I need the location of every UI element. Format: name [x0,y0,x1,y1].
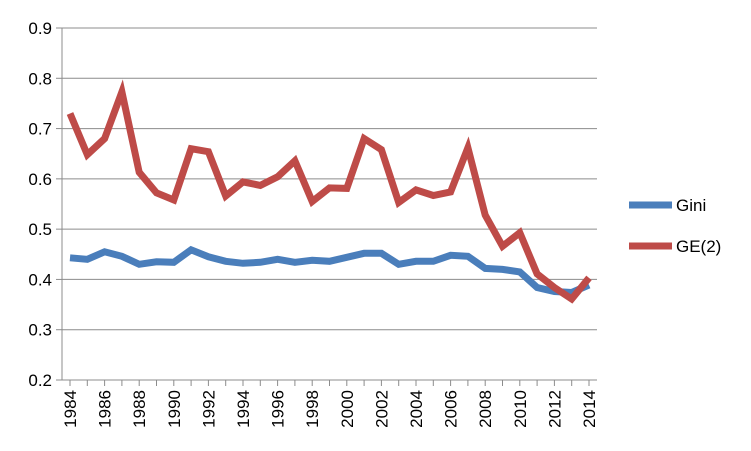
x-tick-label: 2000 [338,390,357,428]
x-tick-label: 1994 [234,390,253,428]
x-tick-label: 2008 [476,390,495,428]
y-tick-label: 0.3 [28,321,52,340]
axes [56,27,597,386]
x-tick-label: 2006 [442,390,461,428]
x-tick-label: 1998 [303,390,322,428]
series-lines [66,79,592,304]
x-tick-label: 2002 [372,390,391,428]
y-tick-label: 0.9 [28,19,52,38]
legend-label-ge-2: GE(2) [676,237,721,256]
x-tick-label: 1990 [165,390,184,428]
y-tick-label: 0.8 [28,69,52,88]
y-tick-label: 0.5 [28,220,52,239]
y-tick-label: 0.6 [28,170,52,189]
x-tick-labels: 1984 1986 1988 1990 1992 1994 1996 1998 2000 2002… [61,390,599,428]
series-line-ge-2 [66,79,592,304]
x-tick-label: 2014 [580,390,599,428]
y-tick-label: 0.7 [28,120,52,139]
x-tick-label: 2012 [545,390,564,428]
x-tick-label: 1986 [96,390,115,428]
y-tick-label: 0.2 [28,371,52,390]
legend-label-gini: Gini [676,196,706,215]
x-tick-label: 2004 [407,390,426,428]
y-tick-labels: 0.2 0.3 0.4 0.5 0.6 0.7 0.8 0.9 [28,19,52,390]
y-tick-label: 0.4 [28,270,52,289]
series-line-gini [69,245,591,297]
x-tick-label: 1992 [199,390,218,428]
legend: Gini GE(2) [629,196,721,256]
x-tick-label: 1988 [130,390,149,428]
x-tick-label: 2010 [511,390,530,428]
x-tick-label: 1996 [269,390,288,428]
x-tick-label: 1984 [61,390,80,428]
gridlines [62,27,597,331]
